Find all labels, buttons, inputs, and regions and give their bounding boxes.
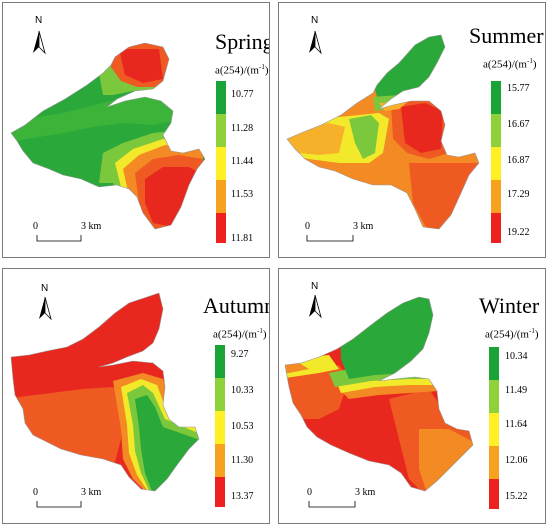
season-title-winter: Winter (479, 293, 540, 318)
legend-label-3: 11.64 (505, 419, 528, 430)
legend-label-2: 11.49 (505, 385, 528, 396)
legend-label-1: 10.34 (505, 351, 528, 362)
scale-label-zero: 0 (305, 221, 310, 232)
scale-label-zero: 0 (307, 487, 312, 498)
legend-label-4: 11.53 (231, 189, 254, 200)
map-winter (284, 294, 499, 509)
legend-label-2: 16.67 (507, 119, 530, 130)
legend-title: a(254)/(m-1) (215, 63, 269, 77)
legend-title: a(254)/(m-1) (485, 327, 539, 341)
legend-label-2: 10.33 (231, 385, 254, 396)
scale-label-zero: 0 (33, 487, 38, 498)
legend-label-1: 15.77 (507, 83, 530, 94)
legend-label-5: 13.37 (231, 491, 254, 502)
legend-label-3: 11.44 (231, 156, 254, 167)
legend-label-5: 19.22 (507, 227, 530, 238)
legend-color-bar (216, 81, 226, 243)
legend-label-3: 10.53 (231, 421, 254, 432)
scale-label-end: 3 km (81, 221, 102, 232)
north-label: N (311, 15, 319, 26)
scale-bar (36, 235, 82, 242)
map-panel-spring: N Spring a(254)/(m-1) 10.77 11.28 11.44 … (2, 2, 270, 258)
legend-label-1: 10.77 (231, 89, 254, 100)
map-autumn (10, 292, 225, 508)
legend-title: a(254)/(m-1) (483, 57, 537, 71)
map-panel-summer: N Summer a(254)/(m-1) 15.77 16.67 16.87 … (278, 2, 546, 258)
legend-color-bar (215, 345, 225, 507)
scale-bar (308, 501, 356, 508)
north-label: N (41, 283, 49, 294)
legend-color-bar (489, 347, 499, 509)
scale-bar (36, 501, 82, 508)
legend-label-1: 9.27 (231, 349, 249, 360)
north-label: N (35, 15, 43, 26)
north-label: N (311, 281, 319, 292)
scale-label-end: 3 km (355, 487, 376, 498)
north-arrow-icon (309, 30, 322, 55)
map-summer (286, 30, 501, 243)
season-title-autumn: Autumn (203, 293, 270, 318)
scale-bar (306, 235, 354, 242)
north-arrow-icon (39, 296, 52, 321)
season-title-summer: Summer (469, 23, 544, 48)
legend-label-2: 11.28 (231, 123, 254, 134)
legend-label-5: 11.81 (231, 233, 254, 244)
legend-label-4: 11.30 (231, 455, 254, 466)
legend-label-5: 15.22 (505, 491, 528, 502)
legend-label-4: 12.06 (505, 455, 528, 466)
map-panel-autumn: N Autumn a(254)/(m-1) 9.27 10.33 10.53 1… (2, 268, 270, 524)
north-arrow-icon (33, 30, 46, 55)
scale-label-end: 3 km (353, 221, 374, 232)
legend-label-4: 17.29 (507, 189, 530, 200)
map-spring (10, 30, 226, 243)
legend-label-3: 16.87 (507, 155, 530, 166)
legend-title: a(254)/(m-1) (213, 327, 267, 341)
legend-color-bar (491, 81, 501, 243)
scale-label-end: 3 km (81, 487, 102, 498)
map-panel-winter: N Winter a(254)/(m-1) 10.34 11.49 11.64 … (278, 268, 546, 524)
scale-label-zero: 0 (33, 221, 38, 232)
season-title-spring: Spring (215, 29, 270, 54)
north-arrow-icon (309, 294, 322, 319)
